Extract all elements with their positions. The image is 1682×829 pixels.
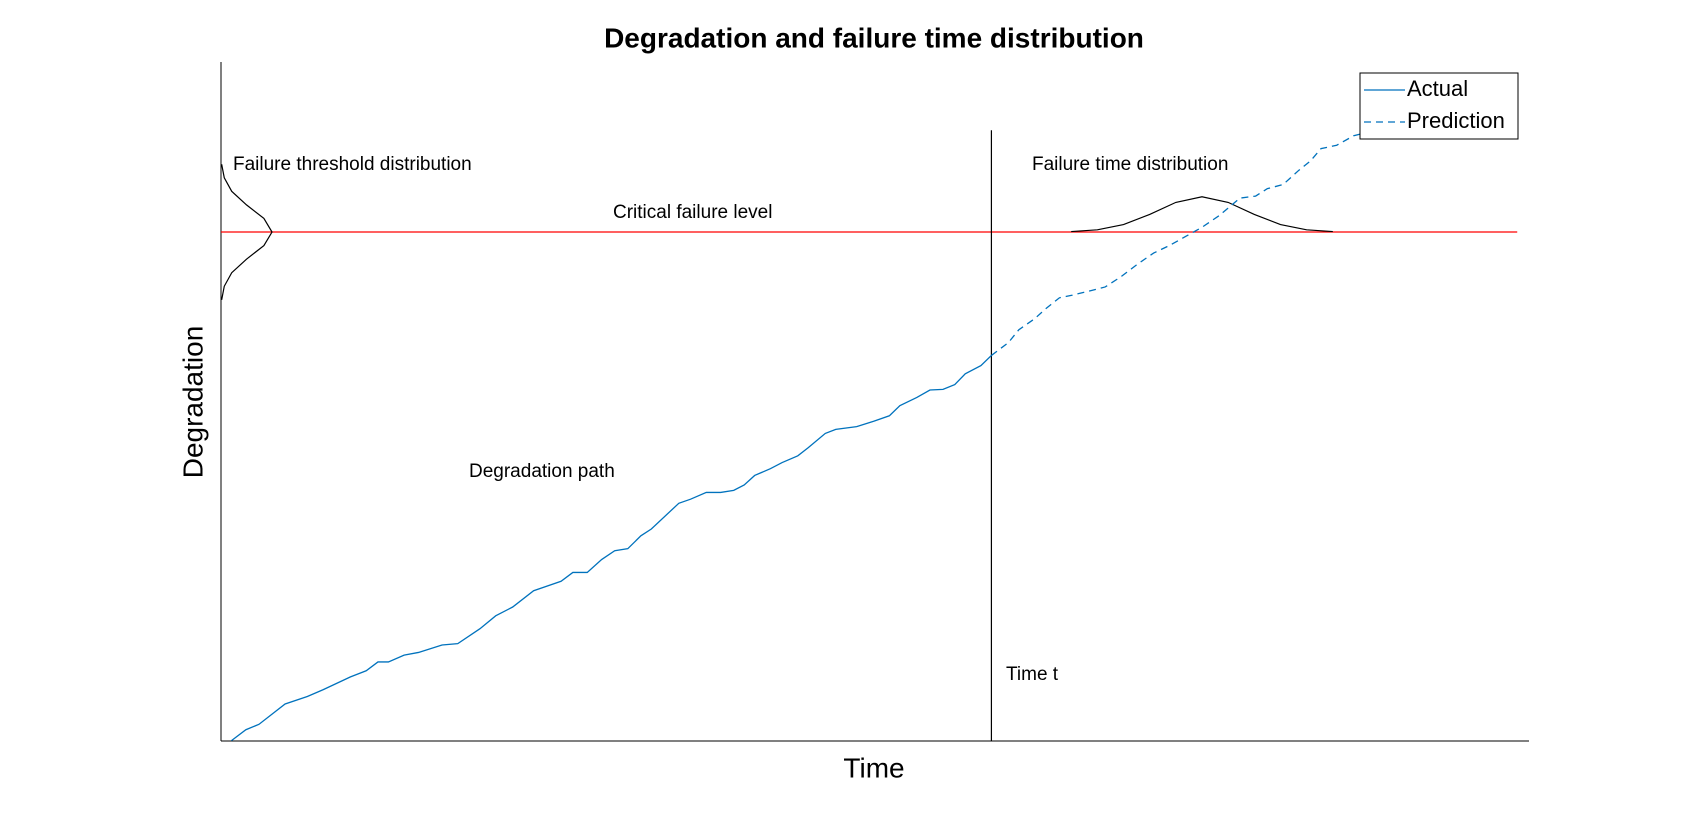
threshold-curve [221, 164, 273, 300]
annotation: Degradation path [469, 461, 615, 482]
legend-label: Prediction [1407, 108, 1505, 133]
y-axis-label: Degradation [177, 326, 208, 479]
x-axis-label: Time [843, 752, 904, 783]
annotation: Critical failure level [613, 202, 772, 223]
annotation: Failure threshold distribution [233, 154, 472, 175]
legend-box [1359, 72, 1519, 140]
series-line [231, 354, 992, 742]
annotation: Failure time distribution [1032, 154, 1228, 175]
failure-time-curve [1071, 196, 1333, 233]
legend-label: Actual [1407, 76, 1468, 101]
annotation: Time t [1006, 664, 1059, 685]
chart-title: Degradation and failure time distributio… [604, 22, 1144, 53]
series-line [991, 133, 1362, 356]
